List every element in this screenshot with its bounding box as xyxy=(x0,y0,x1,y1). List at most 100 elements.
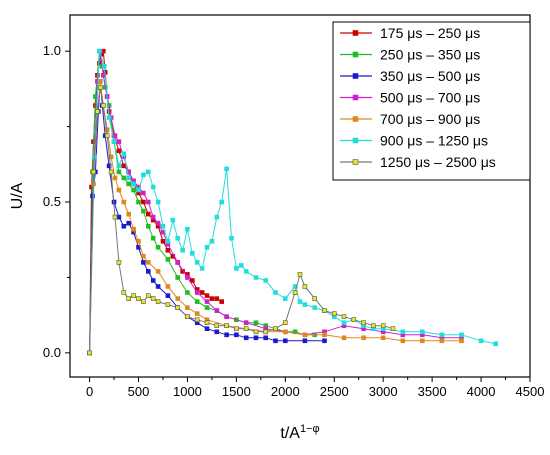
data-point xyxy=(204,305,210,310)
y-tick-label: 0.0 xyxy=(43,345,61,360)
data-point xyxy=(282,320,288,326)
data-point xyxy=(204,320,210,326)
data-point xyxy=(263,335,269,341)
data-point xyxy=(341,335,347,341)
legend-label: 250 μs – 350 μs xyxy=(380,47,480,63)
data-point xyxy=(371,323,376,329)
data-point xyxy=(116,148,122,154)
data-point xyxy=(175,260,180,265)
data-point xyxy=(243,335,249,341)
data-point xyxy=(155,220,161,226)
x-tick-label: 4500 xyxy=(516,384,545,399)
data-point xyxy=(400,338,406,344)
data-point xyxy=(121,163,127,169)
data-point xyxy=(459,338,464,344)
axes-layer: 0 500 1000 1500 2000 2500 3000 3500 4000 4500 0.0 0… xyxy=(43,43,545,399)
data-point xyxy=(146,211,151,217)
data-point xyxy=(165,239,171,244)
data-point xyxy=(194,317,200,323)
data-point xyxy=(136,296,141,301)
data-point xyxy=(273,326,278,332)
data-point xyxy=(185,226,190,232)
y-axis-title: U/A xyxy=(9,182,26,209)
data-point xyxy=(253,275,259,280)
plot-frame xyxy=(69,14,531,378)
data-point xyxy=(136,187,141,193)
x-tick-label: 4000 xyxy=(467,384,496,399)
x-axis-title-superscript: 1−φ xyxy=(300,423,320,435)
series-3 xyxy=(87,79,327,356)
legend-item: 900 μs – 1250 μs xyxy=(340,133,488,149)
data-point xyxy=(150,235,156,241)
series-layer xyxy=(87,48,499,356)
data-point xyxy=(165,257,171,262)
data-point xyxy=(141,299,146,304)
data-point xyxy=(121,223,127,229)
data-point xyxy=(116,214,122,220)
data-point xyxy=(175,275,180,280)
x-axis-title: t/A1−φ xyxy=(280,423,319,442)
legend-label: 700 μs – 900 μs xyxy=(380,111,480,127)
data-point xyxy=(224,166,229,172)
data-point xyxy=(234,266,239,271)
x-tick-label: 2000 xyxy=(271,384,300,399)
data-point xyxy=(141,254,146,259)
data-point xyxy=(121,175,127,181)
data-point xyxy=(322,338,327,344)
legend-label: 900 μs – 1250 μs xyxy=(380,133,488,149)
data-point xyxy=(194,260,200,265)
data-point xyxy=(204,299,210,304)
data-point xyxy=(175,296,180,301)
data-point xyxy=(214,329,220,335)
data-point xyxy=(282,329,288,335)
data-point xyxy=(155,245,161,250)
series-5 xyxy=(87,79,464,356)
data-point xyxy=(150,296,156,301)
legend-label: 1250 μs – 2500 μs xyxy=(380,154,496,170)
data-point xyxy=(204,326,210,332)
data-point xyxy=(239,263,244,268)
data-point xyxy=(361,320,366,326)
data-point xyxy=(175,235,180,241)
data-point xyxy=(390,326,396,332)
data-point xyxy=(155,199,161,205)
legend-item: 250 μs – 350 μs xyxy=(340,47,480,63)
data-point xyxy=(141,190,146,196)
data-point xyxy=(209,239,215,244)
data-point xyxy=(190,251,195,256)
data-point xyxy=(98,85,103,90)
legend-item: 175 μs – 250 μs xyxy=(340,25,480,41)
data-point xyxy=(302,338,308,344)
series-line xyxy=(89,80,462,353)
data-point xyxy=(126,220,131,226)
x-tick-label: 3000 xyxy=(369,384,398,399)
y-tick-label: 1.0 xyxy=(43,43,61,58)
data-point xyxy=(219,299,224,304)
data-point xyxy=(263,329,269,335)
data-point xyxy=(131,181,136,187)
data-point xyxy=(282,338,288,344)
data-point xyxy=(116,187,122,193)
data-point xyxy=(95,109,100,114)
legend-swatch-marker xyxy=(352,159,359,165)
legend-label: 500 μs – 700 μs xyxy=(380,90,480,106)
data-point xyxy=(209,296,215,301)
data-point xyxy=(214,296,220,301)
legend-items: 175 μs – 250 μs 250 μs – 350 μs 350 μs – 5… xyxy=(340,25,496,170)
data-point xyxy=(126,181,131,187)
data-point xyxy=(302,284,308,289)
data-point xyxy=(419,338,425,344)
data-point xyxy=(419,329,425,335)
data-point xyxy=(116,163,122,169)
data-point xyxy=(165,302,171,307)
data-point xyxy=(194,311,200,316)
data-point xyxy=(341,320,347,326)
data-point xyxy=(253,320,259,326)
data-point xyxy=(380,323,386,329)
data-point xyxy=(282,296,288,301)
data-point xyxy=(126,169,131,175)
data-point xyxy=(165,293,171,298)
data-point xyxy=(146,260,151,265)
data-point xyxy=(111,139,117,144)
